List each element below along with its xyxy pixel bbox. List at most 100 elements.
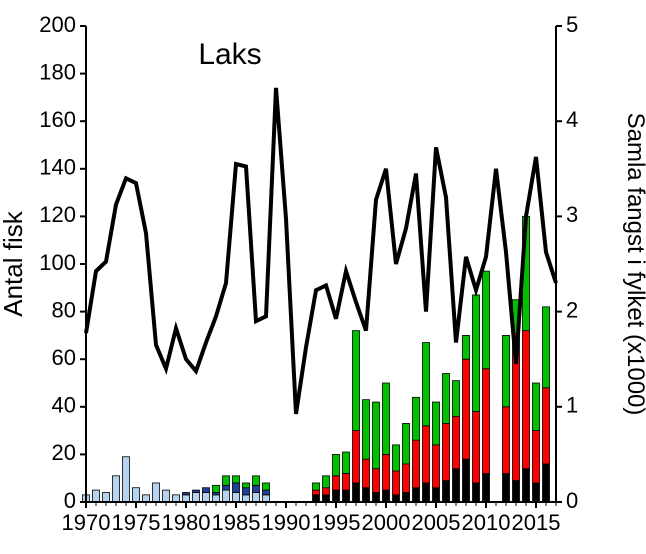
bar-segment: [473, 412, 480, 483]
bar-segment: [313, 495, 320, 502]
bar-segment: [253, 492, 260, 502]
y-left-tick-label: 140: [39, 155, 76, 180]
bar-segment: [503, 407, 510, 474]
bar-segment: [263, 490, 270, 495]
bar-segment: [113, 476, 120, 502]
bar-segment: [143, 495, 150, 502]
bar-segment: [383, 490, 390, 502]
bar-segment: [323, 488, 330, 495]
bar-segment: [263, 495, 270, 502]
bar-segment: [463, 335, 470, 359]
bar-segment: [473, 483, 480, 502]
bar-segment: [93, 490, 100, 502]
x-tick-label: 1985: [212, 510, 261, 535]
bar-segment: [393, 495, 400, 502]
bar-segment: [363, 488, 370, 502]
bar-segment: [503, 473, 510, 502]
bar-segment: [433, 488, 440, 502]
chart-title: Laks: [198, 38, 261, 71]
y-right-tick-label: 0: [566, 488, 578, 513]
bar-segment: [223, 485, 230, 490]
bar-segment: [463, 359, 470, 459]
y-right-tick-label: 2: [566, 297, 578, 322]
bar-segment: [333, 476, 340, 490]
bar-segment: [383, 383, 390, 454]
bar-segment: [243, 488, 250, 495]
x-tick-label: 1980: [162, 510, 211, 535]
bar-segment: [533, 483, 540, 502]
bar-segment: [453, 416, 460, 468]
bar-segment: [443, 481, 450, 502]
bar-segment: [413, 488, 420, 502]
bar-segment: [193, 492, 200, 502]
bar-segment: [313, 483, 320, 490]
bar-segment: [443, 423, 450, 480]
x-tick-label: 1990: [262, 510, 311, 535]
bar-segment: [203, 488, 210, 493]
bar-segment: [343, 473, 350, 490]
y-left-tick-label: 40: [52, 393, 76, 418]
bar-segment: [433, 445, 440, 488]
bar-segment: [233, 492, 240, 502]
bar-segment: [423, 426, 430, 483]
bar-segment: [103, 492, 110, 502]
x-tick-label: 2000: [362, 510, 411, 535]
bar-segment: [453, 469, 460, 502]
bar-segment: [343, 452, 350, 473]
bar-segment: [163, 490, 170, 502]
y-left-axis-label: Antal fisk: [0, 210, 28, 316]
x-tick-label: 1975: [112, 510, 161, 535]
bar-segment: [373, 402, 380, 469]
bar-segment: [373, 492, 380, 502]
y-left-tick-label: 60: [52, 345, 76, 370]
bar-segment: [173, 495, 180, 502]
bar-segment: [483, 369, 490, 474]
bar-segment: [323, 495, 330, 502]
chart-svg: 0204060801001201401601802000123451970197…: [0, 0, 646, 554]
bar-segment: [223, 490, 230, 502]
chart-container: 0204060801001201401601802000123451970197…: [0, 0, 646, 554]
bar-segment: [403, 464, 410, 493]
y-left-tick-label: 20: [52, 440, 76, 465]
bar-segment: [253, 485, 260, 492]
y-right-tick-label: 3: [566, 202, 578, 227]
y-left-tick-label: 160: [39, 107, 76, 132]
bar-segment: [183, 495, 190, 502]
bar-segment: [473, 295, 480, 412]
bar-segment: [423, 483, 430, 502]
y-left-tick-label: 180: [39, 59, 76, 84]
bar-segment: [313, 490, 320, 495]
bar-segment: [543, 388, 550, 464]
y-left-tick-label: 100: [39, 250, 76, 275]
bar-segment: [323, 476, 330, 488]
bar-segment: [263, 483, 270, 490]
bar-segment: [503, 335, 510, 406]
bar-segment: [223, 476, 230, 486]
y-left-tick-label: 80: [52, 297, 76, 322]
bar-segment: [253, 476, 260, 486]
bar-segment: [213, 495, 220, 502]
bar-segment: [353, 483, 360, 502]
bar-segment: [413, 397, 420, 440]
y-right-tick-label: 4: [566, 107, 578, 132]
x-tick-label: 1995: [312, 510, 361, 535]
bar-segment: [523, 469, 530, 502]
bar-segment: [453, 381, 460, 417]
bar-segment: [413, 440, 420, 488]
bar-segment: [393, 445, 400, 471]
bar-segment: [243, 495, 250, 502]
y-right-axis-label: Samla fangst i fylket (x1000): [622, 113, 646, 416]
bar-segment: [243, 483, 250, 488]
bar-segment: [193, 490, 200, 492]
bar-segment: [233, 483, 240, 493]
bar-segment: [433, 402, 440, 445]
x-tick-label: 2015: [512, 510, 561, 535]
bar-segment: [543, 307, 550, 388]
y-right-tick-label: 1: [566, 393, 578, 418]
bar-segment: [443, 373, 450, 423]
bar-segment: [153, 483, 160, 502]
bar-segment: [123, 457, 130, 502]
bar-segment: [513, 481, 520, 502]
x-tick-label: 1970: [62, 510, 111, 535]
bar-segment: [423, 343, 430, 426]
